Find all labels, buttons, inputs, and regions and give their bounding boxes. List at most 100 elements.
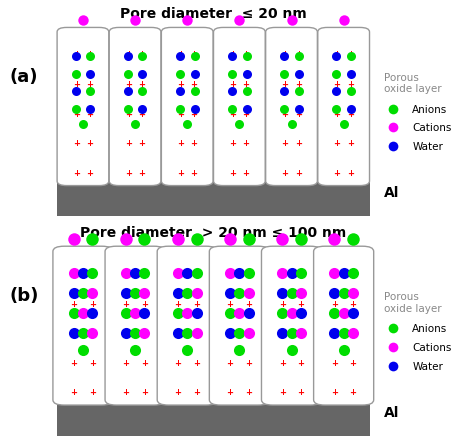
Text: +: + <box>297 299 304 308</box>
Text: +: + <box>297 269 304 278</box>
Text: +: + <box>86 110 93 118</box>
Text: +: + <box>243 80 249 89</box>
Text: +: + <box>227 269 234 278</box>
Text: +: + <box>295 169 301 177</box>
Text: +: + <box>245 299 252 308</box>
Text: +: + <box>331 388 338 396</box>
Text: +: + <box>193 358 200 367</box>
Text: +: + <box>125 80 132 89</box>
Text: +: + <box>138 110 145 118</box>
Text: +: + <box>141 358 148 367</box>
Text: +: + <box>191 139 197 148</box>
Text: +: + <box>174 299 182 308</box>
Text: +: + <box>141 299 148 308</box>
Text: +: + <box>347 50 354 59</box>
Text: Al: Al <box>384 405 399 419</box>
Text: +: + <box>279 328 286 337</box>
Text: +: + <box>295 139 301 148</box>
Text: Cations: Cations <box>412 123 452 133</box>
Text: +: + <box>245 358 252 367</box>
Text: +: + <box>89 299 96 308</box>
Text: +: + <box>347 80 354 89</box>
Text: +: + <box>122 269 129 278</box>
Text: +: + <box>191 50 197 59</box>
Text: +: + <box>193 328 200 337</box>
Text: +: + <box>174 388 182 396</box>
Text: +: + <box>243 50 249 59</box>
Text: Porous
oxide layer: Porous oxide layer <box>384 72 442 94</box>
Text: +: + <box>282 110 288 118</box>
Text: +: + <box>86 80 93 89</box>
Text: +: + <box>122 328 129 337</box>
Text: (b): (b) <box>9 286 39 305</box>
Text: +: + <box>331 328 338 337</box>
Text: +: + <box>89 358 96 367</box>
Text: +: + <box>334 50 340 59</box>
Text: Pore diameter  ≤ 20 nm: Pore diameter ≤ 20 nm <box>120 7 307 21</box>
Text: +: + <box>331 269 338 278</box>
Text: +: + <box>229 169 236 177</box>
Text: +: + <box>295 50 301 59</box>
Text: +: + <box>141 269 148 278</box>
Text: +: + <box>86 50 93 59</box>
Text: +: + <box>331 299 338 308</box>
FancyBboxPatch shape <box>262 247 321 405</box>
Text: +: + <box>89 269 96 278</box>
Bar <box>57 252 370 405</box>
Text: +: + <box>349 328 356 337</box>
Text: +: + <box>279 269 286 278</box>
FancyBboxPatch shape <box>210 247 269 405</box>
Text: +: + <box>279 358 286 367</box>
Text: +: + <box>70 328 77 337</box>
Text: +: + <box>334 110 340 118</box>
Text: +: + <box>282 50 288 59</box>
Text: +: + <box>70 388 77 396</box>
Text: +: + <box>295 110 301 118</box>
Text: +: + <box>138 80 145 89</box>
Text: +: + <box>279 388 286 396</box>
Text: +: + <box>138 139 145 148</box>
Text: +: + <box>73 169 80 177</box>
Text: +: + <box>122 299 129 308</box>
Text: +: + <box>70 269 77 278</box>
Text: +: + <box>177 110 184 118</box>
Text: Porous
oxide layer: Porous oxide layer <box>384 291 442 313</box>
Text: +: + <box>245 328 252 337</box>
Text: +: + <box>229 139 236 148</box>
Text: +: + <box>86 139 93 148</box>
Bar <box>57 33 370 186</box>
Text: +: + <box>229 110 236 118</box>
Text: +: + <box>138 50 145 59</box>
Text: +: + <box>229 80 236 89</box>
Text: +: + <box>122 388 129 396</box>
Text: +: + <box>122 358 129 367</box>
Bar <box>57 180 370 217</box>
Text: +: + <box>227 388 234 396</box>
Text: Pore diameter  > 20 nm ≤ 100 nm: Pore diameter > 20 nm ≤ 100 nm <box>80 226 346 240</box>
Text: +: + <box>349 299 356 308</box>
Text: +: + <box>86 169 93 177</box>
Text: +: + <box>297 328 304 337</box>
Text: +: + <box>349 269 356 278</box>
Text: +: + <box>70 358 77 367</box>
Text: +: + <box>347 110 354 118</box>
Text: +: + <box>193 299 200 308</box>
Text: +: + <box>334 169 340 177</box>
Text: +: + <box>73 50 80 59</box>
Text: +: + <box>177 169 184 177</box>
FancyBboxPatch shape <box>105 247 165 405</box>
Text: +: + <box>349 388 356 396</box>
FancyBboxPatch shape <box>314 247 374 405</box>
Text: +: + <box>295 80 301 89</box>
Text: +: + <box>297 358 304 367</box>
Text: +: + <box>334 80 340 89</box>
Text: +: + <box>177 139 184 148</box>
FancyBboxPatch shape <box>109 28 161 186</box>
Text: Al: Al <box>384 186 399 200</box>
Text: +: + <box>279 299 286 308</box>
Text: +: + <box>125 50 132 59</box>
Text: +: + <box>282 169 288 177</box>
Text: +: + <box>193 388 200 396</box>
Text: Anions: Anions <box>412 105 447 114</box>
Text: +: + <box>245 269 252 278</box>
